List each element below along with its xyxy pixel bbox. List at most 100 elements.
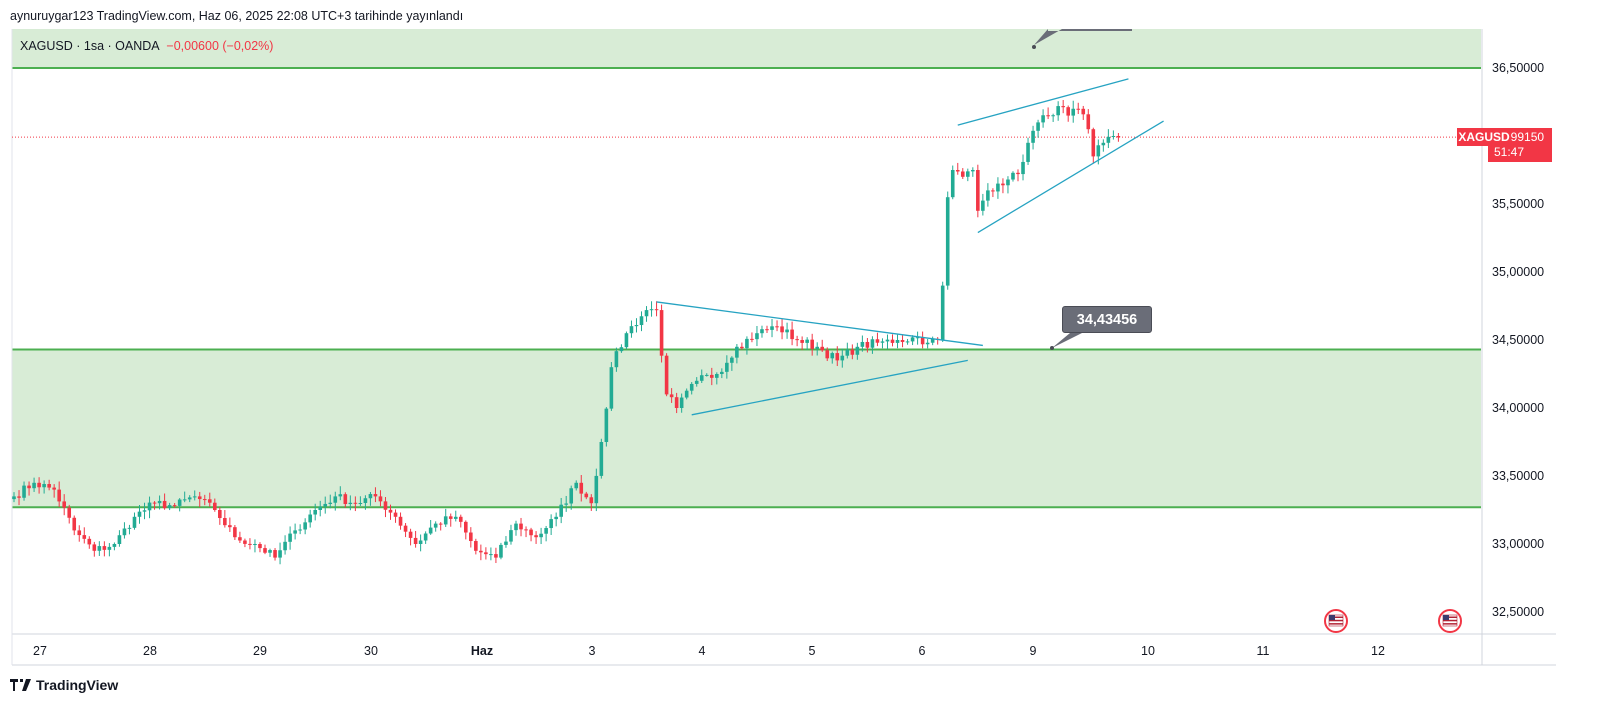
candle <box>268 548 272 557</box>
candle <box>905 338 910 345</box>
candle-body <box>453 516 458 519</box>
bar-countdown: 51:47 <box>1494 145 1525 159</box>
candle-body <box>960 171 965 177</box>
tradingview-footer[interactable]: TradingView <box>10 677 118 693</box>
publish-info: aynuruygar123 TradingView.com, Haz 06, 2… <box>10 9 464 23</box>
candle <box>639 311 644 332</box>
candle <box>1081 105 1086 120</box>
candle <box>197 491 202 508</box>
candle-body <box>930 338 935 343</box>
candle <box>765 325 769 333</box>
candle-body <box>740 346 744 349</box>
candle-body <box>569 488 574 504</box>
candle <box>228 517 232 533</box>
candle-body <box>765 329 769 331</box>
candle-body <box>368 494 373 499</box>
candle-body <box>484 552 488 555</box>
candle-body <box>860 341 865 347</box>
candle <box>1111 130 1116 140</box>
candle <box>976 164 980 218</box>
candle <box>910 335 915 346</box>
candle <box>855 342 860 360</box>
candle-body <box>755 333 759 340</box>
symbol-legend[interactable]: XAGUSD · 1sa · OANDA −0,00600 (−0,02%) <box>20 39 273 53</box>
candle-body <box>27 485 31 489</box>
candle-body <box>524 529 528 531</box>
candle <box>383 496 388 518</box>
candle-body <box>614 351 619 368</box>
x-tick-label: 28 <box>143 644 157 658</box>
candle <box>393 509 398 523</box>
candle <box>474 538 478 555</box>
candle <box>82 527 87 544</box>
candle <box>187 495 192 503</box>
candle-body <box>223 518 227 526</box>
flag-canton <box>1443 615 1449 620</box>
candle <box>313 503 317 521</box>
candle <box>589 494 594 511</box>
candle-body <box>880 341 885 343</box>
candle-body <box>820 346 825 351</box>
candle-body <box>1011 172 1015 180</box>
plot-frame <box>11 29 1556 666</box>
candle-body <box>976 170 980 211</box>
y-tick-label: 33,50000 <box>1492 469 1544 483</box>
flag-canton <box>1329 615 1335 620</box>
candles[interactable] <box>12 100 1121 565</box>
candle-body <box>579 482 584 494</box>
candle <box>775 320 779 332</box>
candle-body <box>750 338 754 340</box>
candle <box>489 547 493 561</box>
y-tick-label: 36,50000 <box>1492 61 1544 75</box>
candle <box>624 331 629 350</box>
time-axis[interactable]: 27 28 29 30 Haz 3 4 5 6 9 10 11 12 <box>33 644 1385 658</box>
candle <box>755 326 759 347</box>
candle-body <box>725 362 729 372</box>
trendlines[interactable] <box>656 78 1164 416</box>
candle <box>157 495 162 510</box>
us-flag-event-icon[interactable] <box>1438 609 1462 633</box>
candle <box>67 504 72 524</box>
symbol-info: XAGUSD · 1sa · OANDA <box>20 39 159 53</box>
candle-body <box>694 380 699 384</box>
candle <box>147 496 152 519</box>
candle-body <box>162 500 167 509</box>
candle <box>890 334 895 347</box>
candle-body <box>609 367 614 409</box>
candle-body <box>664 355 669 395</box>
candle <box>87 536 92 549</box>
event-markers[interactable] <box>1324 609 1462 633</box>
candle <box>955 162 960 175</box>
candle-body <box>835 353 840 361</box>
candle-body <box>17 496 21 498</box>
candle-body <box>12 496 16 500</box>
candle <box>750 332 754 343</box>
candle <box>333 491 338 511</box>
candle-body <box>42 484 46 488</box>
candle <box>574 480 579 491</box>
candle-body <box>479 550 483 553</box>
price-callout[interactable]: 34,43456 <box>1062 306 1152 333</box>
candle-body <box>981 200 985 211</box>
candle-body <box>338 494 343 497</box>
candle <box>554 512 558 527</box>
candle <box>810 333 814 356</box>
candle-body <box>494 554 498 558</box>
candle <box>438 522 443 531</box>
candle-body <box>800 340 804 343</box>
candle <box>338 486 343 501</box>
candle-body <box>489 554 493 556</box>
candle <box>353 496 358 512</box>
candle <box>72 515 77 536</box>
x-tick-label: 10 <box>1141 644 1155 658</box>
candle <box>499 542 503 560</box>
candle <box>539 527 543 545</box>
candle <box>840 348 845 368</box>
candle <box>709 367 714 386</box>
candle-body <box>469 532 473 542</box>
candle-body <box>353 502 358 504</box>
candle-body <box>549 519 553 529</box>
us-flag-event-icon[interactable] <box>1324 609 1348 633</box>
candle-body <box>529 529 533 536</box>
